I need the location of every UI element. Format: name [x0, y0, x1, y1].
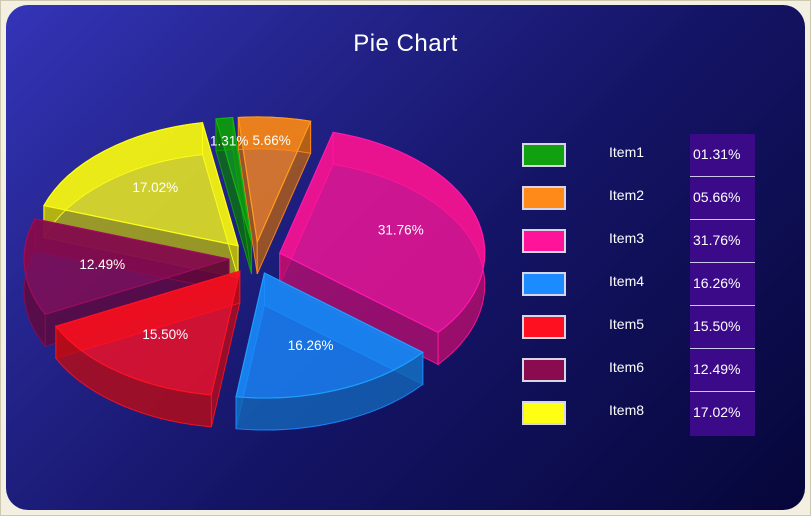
- slice-label-item3: 31.76%: [378, 222, 424, 237]
- slice-label-item6: 12.49%: [79, 257, 125, 272]
- pie-slice-item3: [278, 131, 486, 366]
- chart-title: Pie Chart: [353, 30, 458, 57]
- slice-label-item8: 17.02%: [132, 180, 178, 195]
- slice-label-item5: 15.50%: [142, 327, 188, 342]
- slice-label-item2: 5.66%: [252, 133, 290, 148]
- pie-slice-item4: [235, 272, 424, 431]
- pie-slice-item2: [237, 116, 312, 275]
- slice-label-item4: 16.26%: [288, 338, 334, 353]
- slice-label-item1: 1.31%: [210, 133, 248, 148]
- pie-slice-item1: [215, 116, 253, 275]
- pie-slice-item5: [54, 270, 241, 428]
